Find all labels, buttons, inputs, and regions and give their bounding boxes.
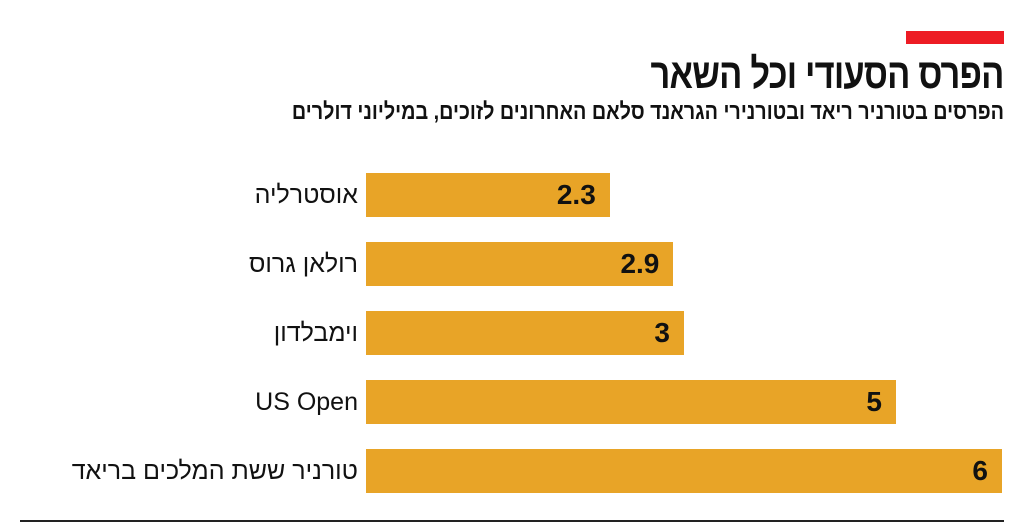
bar: [366, 449, 1002, 493]
value-label: 6: [972, 455, 988, 486]
value-label: 2.9: [620, 248, 660, 279]
chart-title: הפרס הסעודי וכל השאר: [650, 50, 1005, 97]
category-label: US Open: [255, 388, 358, 416]
value-label: 3: [654, 317, 670, 348]
chart-subtitle: הפרסים בטורניר ריאד ובטורנירי הגראנד סלא…: [291, 98, 1004, 124]
category-label: וימבלדון: [273, 319, 358, 347]
bottom-rule: [20, 520, 1004, 522]
accent-bar: [906, 31, 1004, 44]
bar: [366, 173, 610, 217]
value-label: 5: [866, 386, 882, 417]
bar: [366, 380, 896, 424]
category-label: אוסטרליה: [254, 181, 358, 209]
category-label: רולאן גרוס: [248, 250, 358, 278]
value-label: 2.3: [556, 179, 596, 210]
bar: [366, 311, 684, 355]
category-label: טורניר ששת המלכים בריאד: [71, 457, 358, 485]
bar: [366, 242, 674, 286]
